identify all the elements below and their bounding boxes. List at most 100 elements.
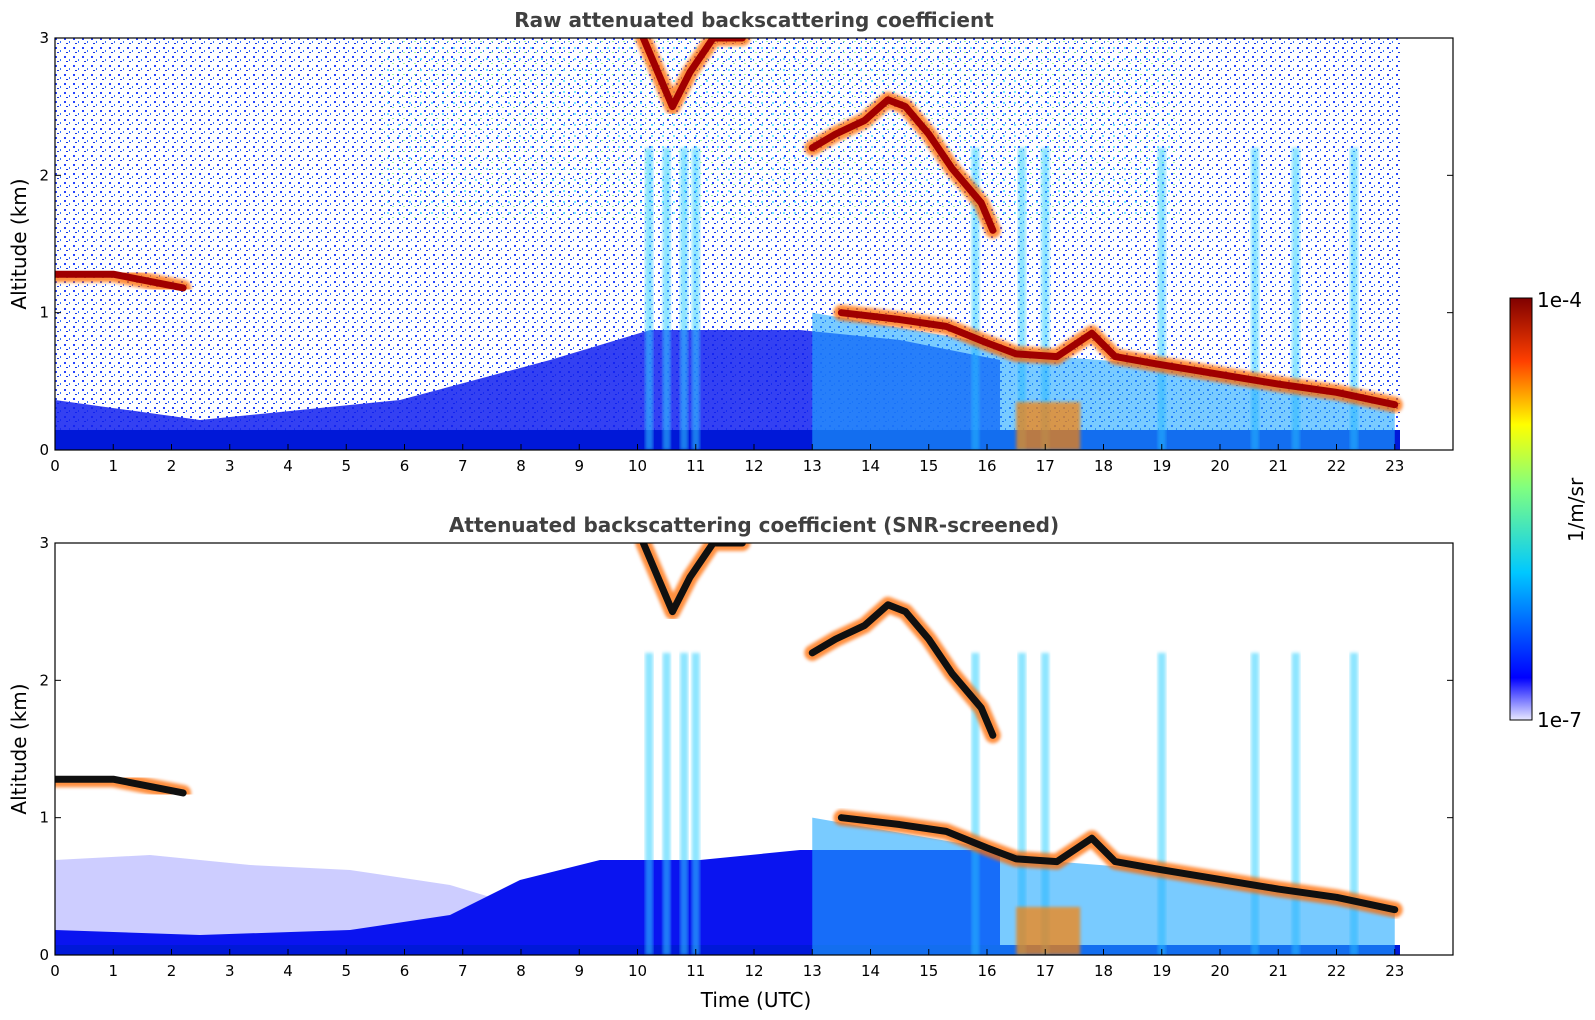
- aerosol-streak: [662, 652, 671, 955]
- layer-core: [55, 270, 187, 292]
- x-tick-label: 14: [861, 962, 880, 980]
- x-tick-label: 8: [516, 457, 526, 475]
- x-tick-label: 1: [108, 962, 118, 980]
- x-tick-label: 2: [167, 457, 177, 475]
- screened-low-signal-band: [55, 850, 1000, 955]
- x-tick-label: 12: [744, 457, 763, 475]
- x-tick-label: 20: [1210, 962, 1229, 980]
- x-tick-label: 5: [341, 457, 351, 475]
- aerosol-streak: [1157, 147, 1166, 450]
- x-tick-label: 13: [803, 457, 822, 475]
- screened-y-axis-label: Altitude (km): [7, 683, 31, 814]
- y-tick-label: 1: [39, 304, 49, 322]
- x-tick-label: 16: [977, 962, 996, 980]
- x-tick-label: 16: [977, 457, 996, 475]
- x-tick-label: 15: [919, 962, 938, 980]
- x-tick-label: 17: [1036, 457, 1055, 475]
- screened-x-ticks: 0 1 2 3 4 5 6 7 8 9 10 11 12 13 14 15 16 17 18 19 20 21 22 23: [50, 949, 1404, 980]
- x-tick-label: 22: [1327, 962, 1346, 980]
- aerosol-streak: [1349, 147, 1358, 450]
- colorbar-max-label: 1e-4: [1537, 288, 1582, 312]
- x-tick-label: 23: [1385, 962, 1404, 980]
- layer-core: [808, 601, 997, 739]
- layer-core: [639, 543, 746, 616]
- x-tick-label: 13: [803, 962, 822, 980]
- x-tick-label: 20: [1210, 457, 1229, 475]
- x-tick-label: 11: [686, 457, 705, 475]
- colorbar-min-label: 1e-7: [1537, 708, 1582, 732]
- x-tick-label: 9: [574, 962, 584, 980]
- aerosol-streak: [662, 147, 671, 450]
- layer-core: [55, 775, 187, 797]
- aerosol-streak: [1041, 147, 1050, 450]
- x-tick-label: 18: [1094, 457, 1113, 475]
- surface-smoke: [1016, 906, 1081, 955]
- x-tick-label: 23: [1385, 457, 1404, 475]
- y-tick-label: 0: [39, 441, 49, 459]
- y-tick-label: 0: [39, 946, 49, 964]
- aerosol-streak: [1291, 652, 1300, 955]
- aerosol-streak: [645, 147, 654, 450]
- aerosol-streak: [1041, 652, 1050, 955]
- x-tick-label: 21: [1269, 962, 1288, 980]
- aerosol-streak: [680, 147, 689, 450]
- x-tick-label: 18: [1094, 962, 1113, 980]
- x-tick-label: 5: [341, 962, 351, 980]
- screened-marks: [55, 543, 1403, 955]
- x-tick-label: 4: [283, 457, 293, 475]
- screened-heatmap: [55, 850, 1400, 955]
- x-tick-label: 3: [225, 457, 235, 475]
- x-tick-label: 2: [167, 962, 177, 980]
- colorbar: 1e-4 1e-7 1/m/sr: [1509, 288, 1588, 732]
- aerosol-streak: [971, 147, 980, 450]
- x-tick-label: 6: [400, 962, 410, 980]
- raw-panel: Raw attenuated backscattering coefficien…: [7, 8, 1454, 475]
- aerosol-streak: [971, 652, 980, 955]
- x-tick-label: 7: [458, 457, 468, 475]
- layer-core: [837, 309, 1399, 409]
- boundary-layer-aerosol: [812, 817, 1395, 955]
- aerosol-streak: [1017, 652, 1026, 955]
- aerosol-streak: [691, 147, 700, 450]
- aerosol-streak: [1017, 147, 1026, 450]
- screened-y-ticks: 0 1 2 3: [39, 534, 1453, 964]
- y-tick-label: 2: [39, 166, 49, 184]
- x-tick-label: 0: [50, 457, 60, 475]
- x-tick-label: 0: [50, 962, 60, 980]
- x-tick-label: 21: [1269, 457, 1288, 475]
- x-tick-label: 12: [744, 962, 763, 980]
- raw-low-signal-band: [55, 330, 1000, 450]
- raw-x-ticks: 0 1 2 3 4 5 6 7 8 9 10 11 12 13 14 15 16 17 18 19 20 21 22 23: [50, 444, 1404, 475]
- y-tick-label: 3: [39, 534, 49, 552]
- screened-panel: Attenuated backscattering coefficient (S…: [7, 513, 1454, 1012]
- raw-y-ticks: 0 1 2 3: [39, 29, 1453, 459]
- x-tick-label: 14: [861, 457, 880, 475]
- layer-core: [639, 38, 746, 111]
- x-tick-label: 10: [628, 457, 647, 475]
- raw-background-noise-green: [380, 38, 1180, 218]
- aerosol-streak: [1157, 652, 1166, 955]
- raw-panel-title: Raw attenuated backscattering coefficien…: [514, 8, 994, 32]
- layer-halo: [804, 596, 1001, 744]
- x-tick-label: 7: [458, 962, 468, 980]
- y-tick-label: 1: [39, 809, 49, 827]
- colorbar-unit-label: 1/m/sr: [1564, 477, 1588, 542]
- x-tick-label: 15: [919, 457, 938, 475]
- x-tick-label: 1: [108, 457, 118, 475]
- aerosol-streak: [645, 652, 654, 955]
- x-tick-label: 8: [516, 962, 526, 980]
- aerosol-streak: [1250, 652, 1259, 955]
- aerosol-streak: [1291, 147, 1300, 450]
- aerosol-streak: [691, 652, 700, 955]
- boundary-layer-aerosol: [812, 312, 1395, 450]
- aerosol-streak: [680, 652, 689, 955]
- x-tick-label: 19: [1152, 962, 1171, 980]
- x-tick-label: 9: [574, 457, 584, 475]
- y-tick-label: 3: [39, 29, 49, 47]
- x-tick-label: 19: [1152, 457, 1171, 475]
- x-tick-label: 22: [1327, 457, 1346, 475]
- colorbar-gradient: [1509, 297, 1533, 721]
- raw-heatmap: [55, 38, 1400, 450]
- layer-core: [837, 814, 1399, 914]
